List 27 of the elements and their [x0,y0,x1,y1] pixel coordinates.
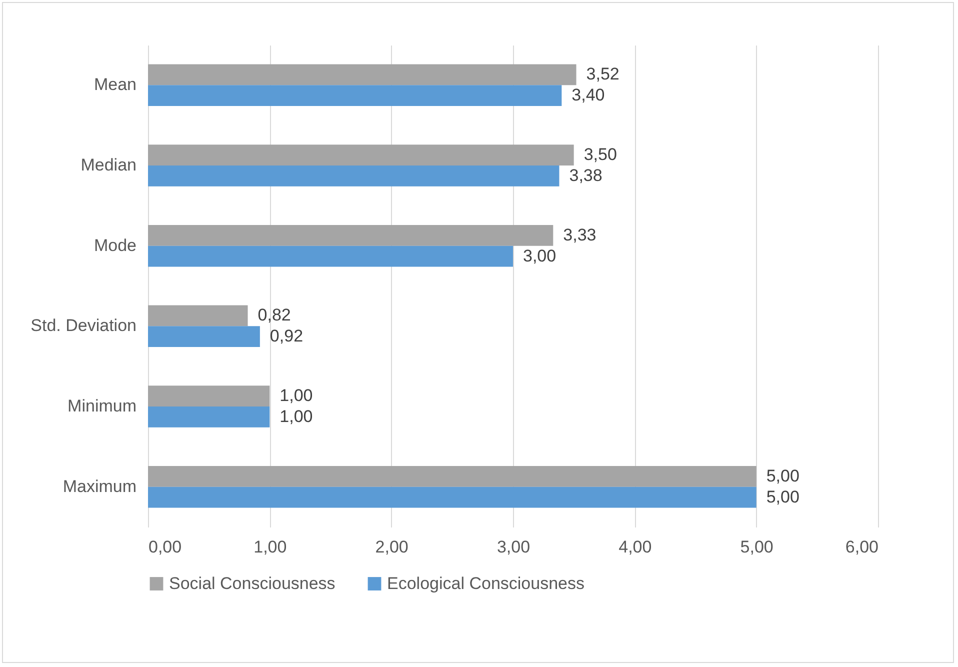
data-label: 3,00 [523,246,556,266]
x-tick-label: 0,00 [148,538,182,556]
x-tick-label: 3,00 [496,538,530,556]
data-label: 0,82 [258,306,291,325]
data-label: 3,52 [586,64,620,84]
data-label: 3,33 [563,225,596,244]
y-tick-label: Median [80,156,136,174]
y-tick-label: Mean [94,75,136,94]
x-tick-label: 1,00 [254,538,287,556]
x-tick-label: 2,00 [375,538,408,556]
legend-label: Social Consciousness [169,574,336,593]
data-label: 3,38 [569,166,602,185]
data-label: 0,92 [270,326,304,346]
y-tick-label: Std. Deviation [30,316,136,336]
x-tick-label: 5,00 [740,538,774,556]
y-tick-label: Minimum [68,396,136,416]
y-tick-label: Maximum [62,476,136,496]
data-label: 5,00 [766,487,800,506]
x-tick-label: 6,00 [845,538,878,556]
data-label: 1,00 [280,406,313,426]
x-tick-label: 4,00 [618,538,652,556]
data-label: 3,50 [584,145,617,164]
y-tick-label: Mode [94,236,136,255]
data-label: 5,00 [766,466,800,486]
data-label: 3,40 [572,86,605,105]
legend-label: Ecological Consciousness [387,574,584,593]
data-label: 1,00 [280,386,313,406]
